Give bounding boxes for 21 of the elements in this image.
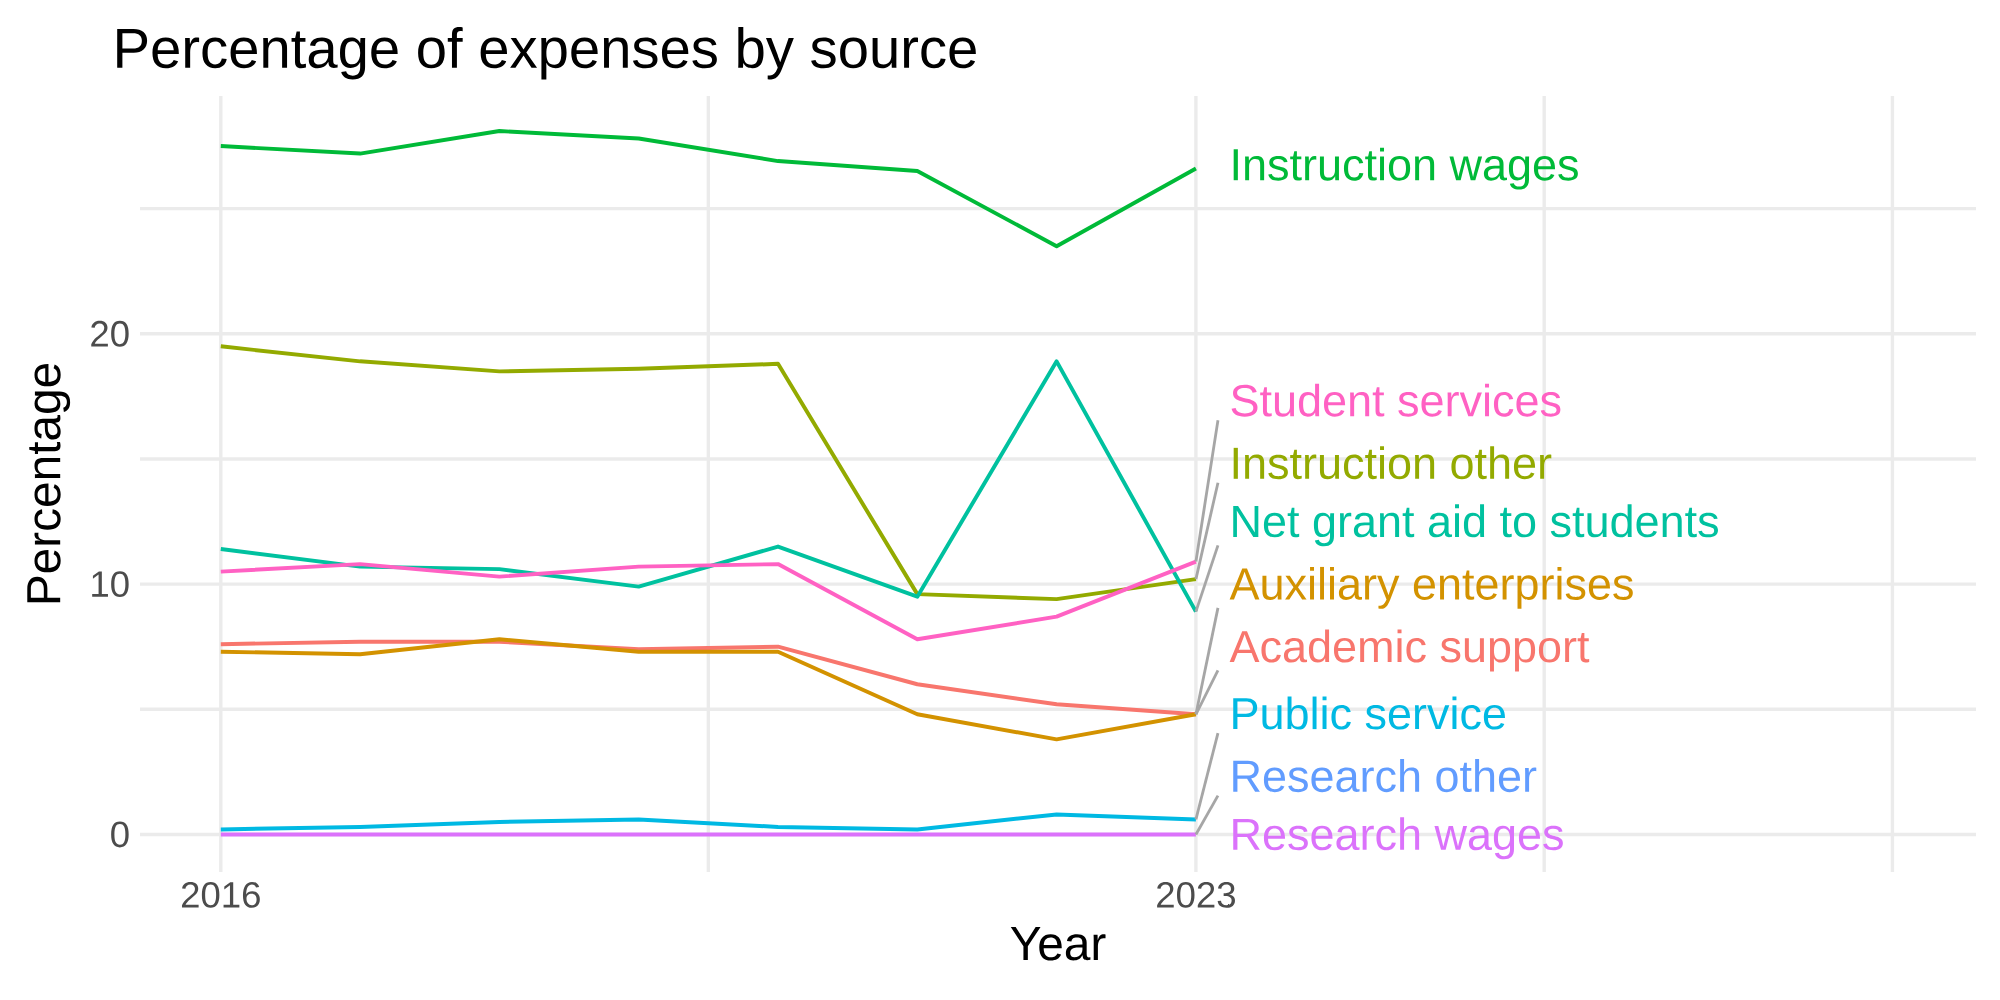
y-axis-title: Percentage: [27, 363, 71, 603]
x-tick-label: 2016: [181, 881, 260, 908]
line-series: [218, 637, 1198, 742]
line-series: [218, 129, 1198, 249]
y-tick-label: 10: [92, 571, 129, 598]
text: Instruction other: [1233, 446, 1552, 480]
chart-title: Percentage of expenses by source: [117, 27, 976, 80]
line-series: [218, 559, 1198, 642]
x-tick-label: 2023: [1157, 881, 1235, 908]
series-label: Net grant aid to students: [1233, 504, 1718, 547]
text: Auxiliary enterprises: [1229, 566, 1633, 609]
legend-label: Research other: [1233, 759, 1537, 793]
text: Student services: [1231, 383, 1561, 417]
series-label: Research wages: [1233, 817, 1563, 860]
text: Public service: [1233, 696, 1505, 730]
y-tick-label: 0: [111, 821, 129, 848]
line-series: [218, 812, 1198, 832]
x-axis-title: Year: [1010, 927, 1106, 961]
y-tick-label: 20: [91, 320, 129, 347]
series-label: Academic support: [1229, 629, 1590, 672]
series-label: Instruction wages: [1233, 147, 1578, 190]
